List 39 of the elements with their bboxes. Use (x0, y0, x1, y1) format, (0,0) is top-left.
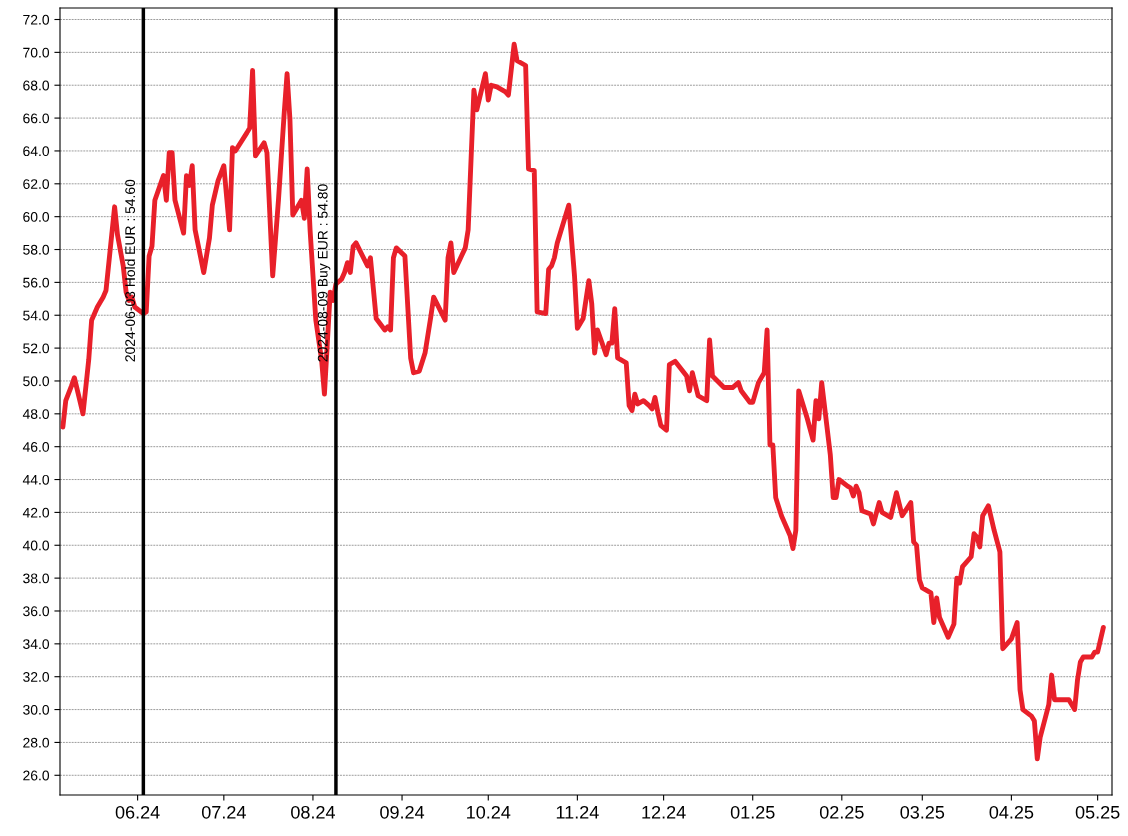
x-tick-label: 01.25 (730, 805, 775, 819)
x-tick-label: 02.25 (819, 805, 864, 819)
y-tick-label: 46.0 (22, 442, 50, 452)
y-tick-label: 42.0 (22, 507, 50, 518)
y-tick-label: 52.0 (23, 343, 50, 354)
ref-line-label: 2024-06-03 Hold EUR : 54.60 (124, 179, 136, 362)
x-tick-label: 03.25 (900, 805, 945, 819)
y-tick-label: 56.0 (23, 277, 50, 288)
x-tick-label: 07.24 (201, 805, 246, 819)
y-tick-label: 36.0 (23, 606, 50, 617)
y-tick-label: 70.0 (23, 47, 50, 58)
y-tick-label: 66.0 (23, 113, 50, 124)
y-tick-label: 38.0 (23, 573, 50, 584)
x-tick-label: 10.24 (467, 805, 511, 819)
y-tick-label: 50.0 (23, 376, 50, 387)
y-tick-label: 64.0 (23, 146, 50, 157)
y-tick-label: 30.0 (23, 704, 50, 715)
x-tick-label: 09.24 (380, 805, 425, 819)
y-tick-label: 58.0 (23, 244, 50, 255)
y-tick-label: 40.0 (22, 540, 50, 551)
ref-line-label: 2024-08-09 Buy EUR : 54.80 (317, 184, 331, 362)
y-tick-label: 68.0 (23, 80, 50, 91)
x-tick-label: 06.24 (115, 805, 160, 819)
x-tick-label: 05.25 (1075, 805, 1120, 819)
x-tick-label: 08.24 (291, 805, 336, 819)
y-tick-label: 28.0 (23, 737, 50, 748)
y-tick-label: 44.0 (22, 474, 50, 485)
x-tick-label: 12.24 (642, 805, 686, 819)
line-series (60, 41, 1106, 762)
y-tick-label: 54.0 (23, 310, 50, 321)
y-tick-label: 48.0 (22, 409, 50, 419)
y-tick-label: 26.0 (23, 770, 50, 781)
y-tick-label: 34.0 (23, 639, 50, 650)
y-tick-label: 62.0 (23, 179, 50, 189)
y-tick-label: 32.0 (23, 672, 50, 682)
x-tick-label: 04.25 (989, 805, 1034, 819)
x-tick-label: 11.24 (556, 805, 599, 819)
y-tick-label: 60.0 (23, 212, 50, 222)
y-tick-label: 72.0 (23, 14, 50, 25)
